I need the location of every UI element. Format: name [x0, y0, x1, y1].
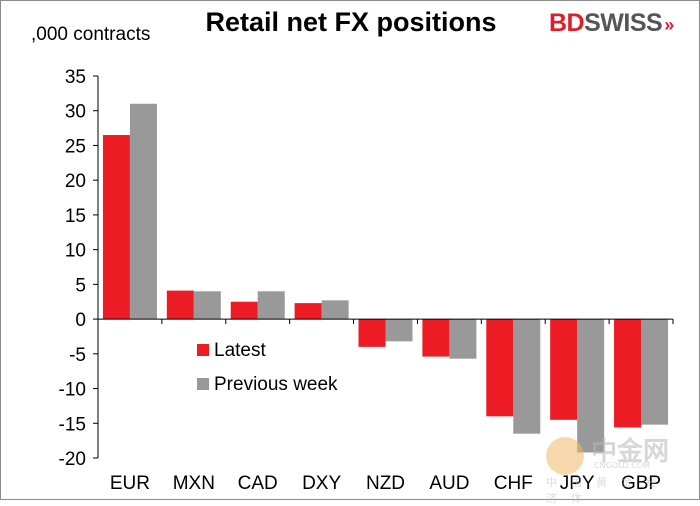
x-tick-label-mxn: MXN	[173, 473, 215, 494]
bar-aud-previous-week	[449, 319, 477, 359]
x-tick-label-cad: CAD	[238, 473, 278, 494]
y-tick-label: -10	[59, 380, 86, 401]
logo-arrow-icon: »	[664, 15, 674, 35]
x-tick-label-jpy: JPY	[560, 473, 595, 494]
y-tick-label: 5	[75, 275, 86, 296]
bar-cad-previous-week	[257, 291, 285, 320]
y-tick-label: 0	[75, 310, 86, 331]
y-tick-label: 10	[65, 241, 86, 262]
x-tick-label-chf: CHF	[494, 473, 533, 494]
bar-chf-previous-week	[513, 319, 541, 434]
legend-swatch-latest	[197, 344, 209, 356]
legend-label-latest: Latest	[214, 340, 266, 361]
bar-mxn-latest	[166, 290, 194, 320]
bar-eur-previous-week	[129, 103, 157, 320]
y-tick-label: 20	[65, 171, 86, 192]
y-tick-label: -5	[69, 345, 86, 366]
logo-text-bd: BD	[549, 9, 585, 37]
y-tick-label: 15	[65, 206, 86, 227]
bar-cad-latest	[230, 301, 258, 320]
bar-aud-latest	[422, 319, 450, 357]
x-tick-label-nzd: NZD	[366, 473, 405, 494]
legend-swatch-previous-week	[197, 378, 209, 390]
bar-gbp-previous-week	[641, 319, 669, 425]
y-tick-label: 35	[65, 67, 86, 88]
bar-dxy-previous-week	[321, 300, 349, 320]
bar-eur-latest	[102, 135, 130, 320]
y-tick-label: 25	[65, 136, 86, 157]
bar-chf-latest	[486, 319, 514, 417]
bar-nzd-latest	[358, 319, 386, 347]
x-tick-label-eur: EUR	[110, 473, 150, 494]
chart-title: Retail net FX positions	[205, 7, 497, 37]
bar-gbp-latest	[614, 319, 642, 428]
legend-label-previous-week: Previous week	[214, 374, 338, 395]
y-tick-label: -15	[59, 414, 86, 435]
x-tick-label-dxy: DXY	[302, 473, 341, 494]
y-tick-label: -20	[59, 449, 86, 470]
x-tick-label-gbp: GBP	[621, 473, 661, 494]
bar-mxn-previous-week	[193, 291, 221, 320]
x-tick-label-aud: AUD	[429, 473, 469, 494]
y-tick-label: 30	[65, 102, 86, 123]
y-axis-unit-label: ,000 contracts	[31, 24, 151, 45]
bar-jpy-previous-week	[577, 319, 605, 453]
logo-text-swiss: SWISS	[584, 9, 663, 37]
bar-jpy-latest	[550, 319, 578, 420]
bar-nzd-previous-week	[385, 319, 413, 342]
bar-dxy-latest	[294, 303, 322, 320]
bdswiss-logo: BDSWISS»	[549, 9, 674, 38]
